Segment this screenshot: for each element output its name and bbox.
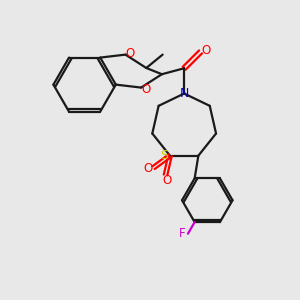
Text: N: N bbox=[179, 87, 189, 100]
Text: O: O bbox=[201, 44, 210, 57]
Text: O: O bbox=[162, 174, 172, 188]
Text: F: F bbox=[179, 227, 186, 240]
Text: O: O bbox=[144, 162, 153, 175]
Text: O: O bbox=[125, 46, 135, 60]
Text: O: O bbox=[141, 82, 150, 96]
Text: S: S bbox=[160, 149, 168, 162]
